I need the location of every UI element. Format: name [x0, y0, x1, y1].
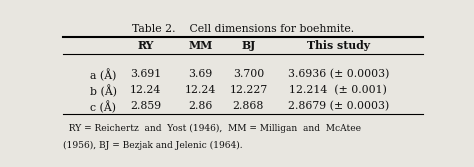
- Text: 3.700: 3.700: [233, 69, 264, 79]
- Text: 12.227: 12.227: [229, 85, 267, 95]
- Text: (1956), BJ = Bezjak and Jelenic (1964).: (1956), BJ = Bezjak and Jelenic (1964).: [63, 141, 243, 150]
- Text: RY = Reichertz  and  Yost (1946),  MM = Milligan  and  McAtee: RY = Reichertz and Yost (1946), MM = Mil…: [63, 124, 361, 133]
- Text: RY: RY: [137, 40, 154, 51]
- Text: 2.868: 2.868: [233, 101, 264, 111]
- Text: 3.6936 (± 0.0003): 3.6936 (± 0.0003): [288, 69, 389, 79]
- Text: BJ: BJ: [241, 40, 255, 51]
- Text: a (Å): a (Å): [91, 69, 117, 81]
- Text: 12.24: 12.24: [185, 85, 216, 95]
- Text: 3.69: 3.69: [189, 69, 213, 79]
- Text: 12.24: 12.24: [130, 85, 161, 95]
- Text: 2.8679 (± 0.0003): 2.8679 (± 0.0003): [288, 101, 389, 111]
- Text: 2.86: 2.86: [189, 101, 213, 111]
- Text: MM: MM: [189, 40, 213, 51]
- Text: c (Å): c (Å): [91, 101, 117, 114]
- Text: b (Å): b (Å): [91, 85, 118, 98]
- Text: 3.691: 3.691: [130, 69, 161, 79]
- Text: 12.214  (± 0.001): 12.214 (± 0.001): [290, 85, 387, 95]
- Text: Table 2.    Cell dimensions for boehmite.: Table 2. Cell dimensions for boehmite.: [132, 24, 354, 34]
- Text: 2.859: 2.859: [130, 101, 161, 111]
- Text: This study: This study: [307, 40, 370, 51]
